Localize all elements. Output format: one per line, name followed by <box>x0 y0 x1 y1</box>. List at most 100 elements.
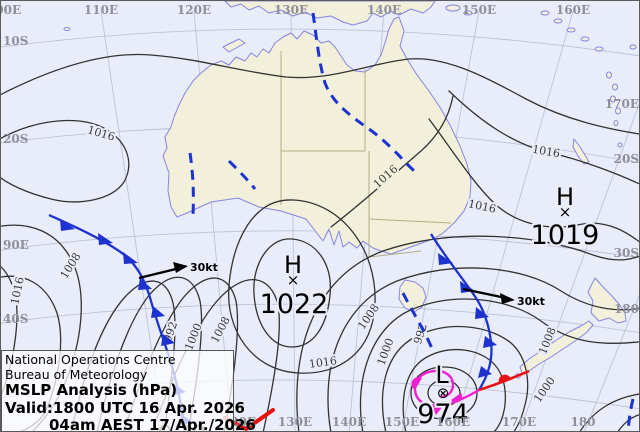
grid-label: 20S <box>3 132 28 146</box>
trough-line <box>311 12 418 175</box>
high-center-marker: × <box>287 271 300 289</box>
valid-time-utc: Valid:1800 UTC 16 Apr. 2026 <box>5 398 245 417</box>
isobar-label: 1016 <box>467 197 497 216</box>
occluded-front-semicircle <box>451 393 463 403</box>
occluded-front-triangle <box>431 404 443 415</box>
island <box>629 44 637 50</box>
wind-arrows: 30kt 30kt <box>138 260 546 310</box>
grid-label: 170E <box>502 415 536 429</box>
isobar-line <box>381 325 529 431</box>
isobar-line <box>228 199 376 374</box>
wind-speed-label: 30kt <box>517 295 545 308</box>
trough-line <box>188 152 195 216</box>
occluded-front-semicircle <box>411 377 422 390</box>
island <box>606 71 612 79</box>
isobar-label: 1016 <box>86 123 116 143</box>
new-zealand-south-island <box>519 320 594 374</box>
isobar-label: 1016 <box>8 276 27 306</box>
island <box>63 27 71 31</box>
wind-arrow-west-head <box>173 262 188 273</box>
cold-front-triangle <box>478 366 492 378</box>
isobar-line <box>448 90 639 185</box>
island <box>580 36 590 42</box>
isobar-label: 1000 <box>375 336 397 367</box>
wind-arrow-east <box>462 287 507 300</box>
low-tasman-marker: ⊗ <box>437 384 450 402</box>
new-caledonia-island <box>572 138 590 165</box>
isobar-label: 1016 <box>308 354 338 371</box>
warm-front-east <box>478 369 530 392</box>
grid-label: 100E <box>1 3 21 17</box>
trough-line <box>401 292 435 352</box>
analysis-info-box: National Operations Centre Bureau of Met… <box>1 350 256 432</box>
isobar-line <box>428 118 639 243</box>
island <box>540 10 550 16</box>
cold-front-east <box>430 233 497 391</box>
island <box>553 18 563 24</box>
isobar-label: 1016 <box>531 143 561 161</box>
wind-arrow-east-head <box>500 293 515 304</box>
grid-label: 90E <box>3 238 29 252</box>
trough-line <box>227 159 257 190</box>
grid-label: 160E <box>436 415 470 429</box>
cold-front-triangle <box>161 334 175 346</box>
island <box>612 83 618 91</box>
high-east-letter: H <box>556 183 574 211</box>
graticule <box>1 10 639 431</box>
trough-lines <box>188 12 635 431</box>
org-name-line: National Operations Centre <box>5 352 176 367</box>
grid-label: 30S <box>614 246 639 260</box>
isobar-line <box>359 298 639 431</box>
cold-front-triangle <box>138 278 152 290</box>
island <box>566 27 576 33</box>
new-zealand-north-island <box>587 277 627 324</box>
valid-time-local: 04am AEST 17/Apr./2026 <box>49 416 256 432</box>
island <box>445 4 461 12</box>
island <box>617 142 623 148</box>
isobar-line <box>1 53 639 135</box>
grid-label: 180 <box>614 302 639 316</box>
cold-front-triangle <box>123 252 138 264</box>
isobar-line <box>330 95 454 228</box>
island <box>610 95 616 103</box>
grid-label: 170E <box>605 97 639 111</box>
occluded-front <box>411 369 480 415</box>
wind-arrow-west <box>138 266 181 280</box>
grid-label: 110E <box>84 3 118 17</box>
grid-label: 140E <box>367 3 401 17</box>
island <box>594 46 604 52</box>
isobar-line <box>1 119 130 203</box>
landmasses <box>63 1 637 379</box>
trough-line <box>626 398 635 431</box>
high-east-value: 1019 <box>531 220 600 251</box>
low-tasman-value: 974 <box>417 399 469 430</box>
cold-front-triangle <box>98 233 113 245</box>
wind-speed-label: 30kt <box>190 261 218 274</box>
island <box>463 10 473 16</box>
grid-label: 130E <box>274 3 308 17</box>
timor-island <box>222 38 246 53</box>
high-center-letter: H <box>284 251 302 279</box>
cold-front-triangle <box>475 307 489 319</box>
isobar-line <box>402 349 506 431</box>
new-guinea-landmass <box>224 1 436 26</box>
isobar-label: 1008 <box>208 314 233 345</box>
grid-label: 40S <box>3 312 28 326</box>
high-east-marker: × <box>559 203 572 221</box>
cold-front-triangle <box>151 306 165 318</box>
isobar-line <box>327 267 639 431</box>
isobar-line <box>253 238 331 348</box>
low-tasman-letter: L <box>435 361 449 389</box>
grid-label: 130E <box>278 415 312 429</box>
grid-label: 160E <box>556 3 590 17</box>
cold-front-triangle <box>483 336 497 348</box>
grid-labels: 100E 110E 120E 130E 140E 150E 160E 120E … <box>1 3 639 429</box>
warm-front-semicircle <box>498 374 511 383</box>
cold-front-triangle <box>60 219 75 231</box>
tasmania-island <box>398 279 427 313</box>
product-title: MSLP Analysis (hPa) <box>5 381 178 399</box>
org-name-line: Bureau of Meteorology <box>5 366 148 382</box>
grid-label: 140E <box>332 415 366 429</box>
